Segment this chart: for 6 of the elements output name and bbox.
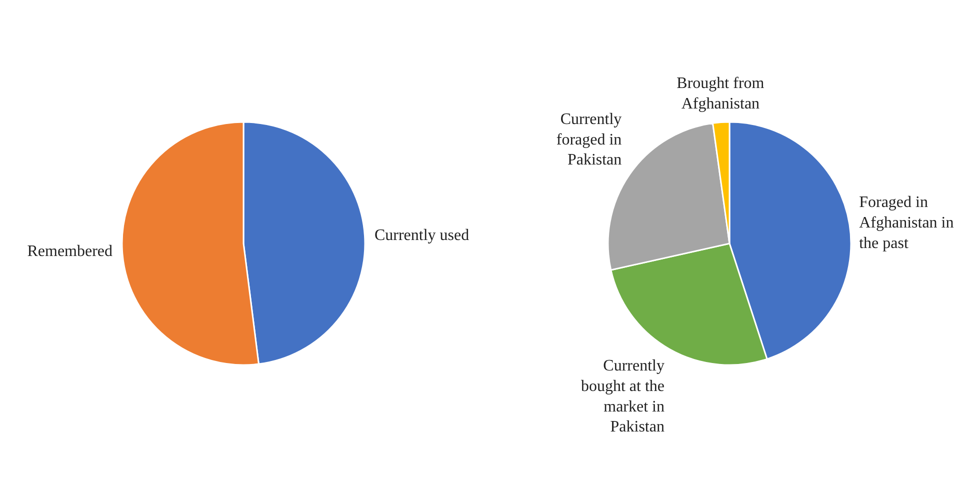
slice-label: Currently bought at the market in Pakistan [580, 357, 664, 436]
slice-label: Currently foraged in Pakistan [556, 110, 622, 169]
slice-label: Foraged in Afghanistan in the past [859, 194, 954, 252]
slice-label: Remembered [27, 243, 113, 260]
slice-label: Brought from Afghanistan [676, 75, 765, 113]
slice-label: Currently used [374, 226, 470, 244]
